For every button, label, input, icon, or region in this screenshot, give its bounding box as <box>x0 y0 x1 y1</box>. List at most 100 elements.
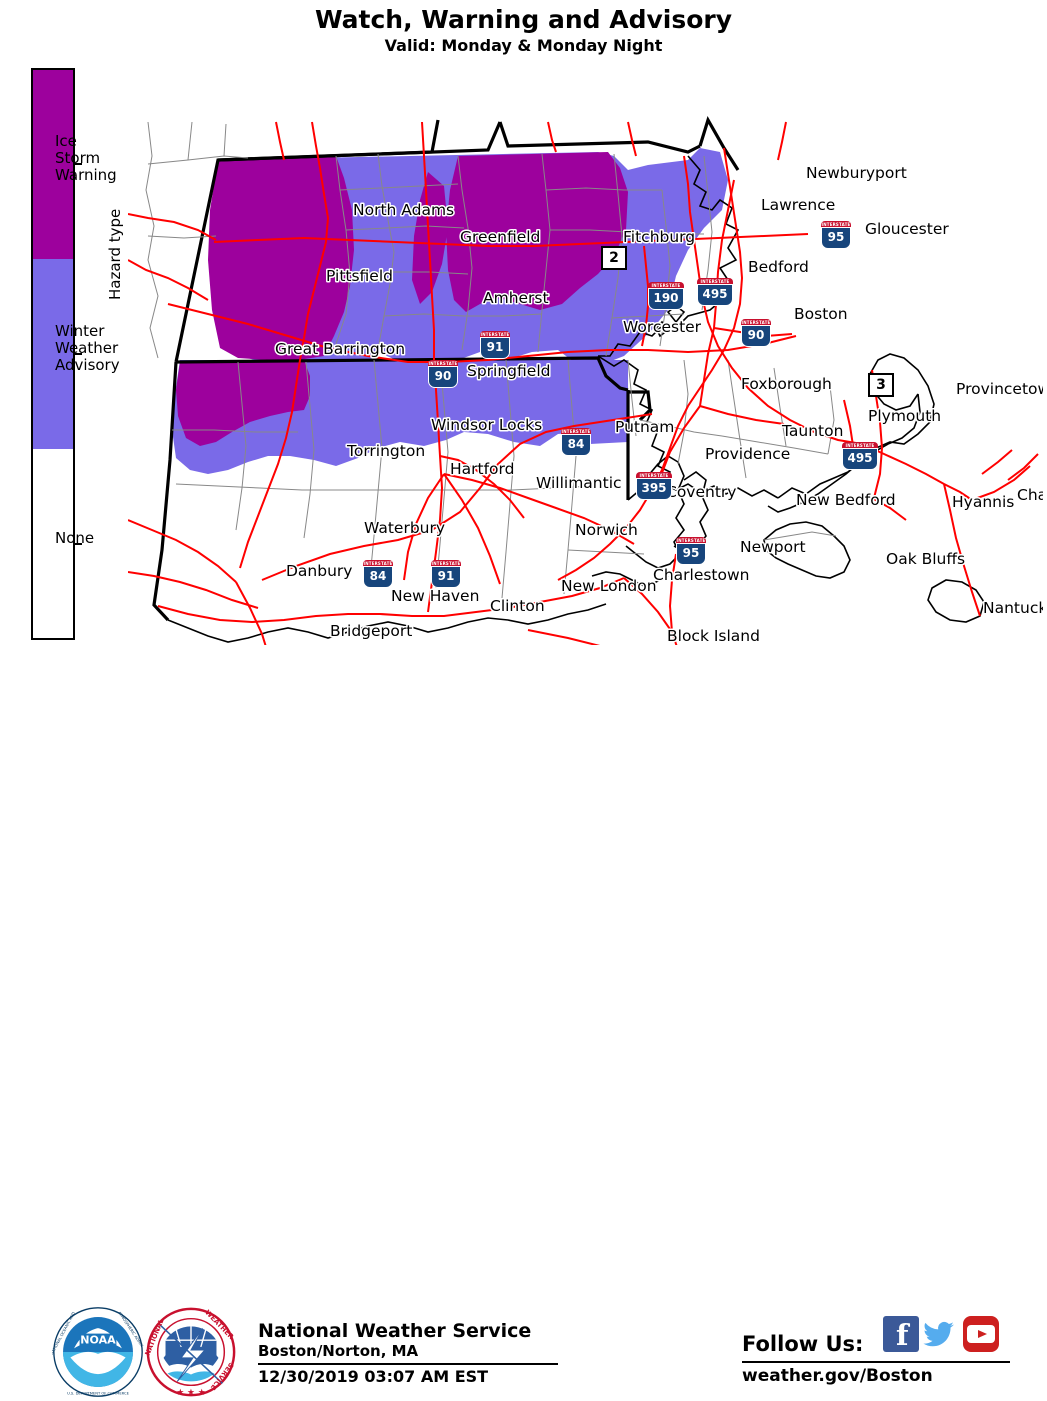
page-title: Watch, Warning and Advisory <box>314 5 733 34</box>
city-label: Pittsfield <box>326 267 393 285</box>
city-label: Boston <box>794 305 848 323</box>
shield-i495-south: INTERSTATE 495 <box>842 442 878 470</box>
city-label: Plymouth <box>868 407 941 425</box>
shield-route-2: 2 <box>601 246 627 270</box>
shield-banner: INTERSTATE <box>480 331 510 338</box>
city-label: Worcester <box>623 318 702 336</box>
shield-banner: INTERSTATE <box>561 428 591 435</box>
social-links: f <box>883 1316 1003 1356</box>
shield-i395: INTERSTATE 395 <box>636 472 672 500</box>
city-label: Gloucester <box>865 220 949 238</box>
weather-map-page: Watch, Warning and Advisory Valid: Monda… <box>0 5 1047 1399</box>
page-subtitle: Valid: Monday & Monday Night <box>384 36 663 55</box>
shield-banner: INTERSTATE <box>741 319 771 326</box>
svg-text:★ ★ ★: ★ ★ ★ <box>176 1388 205 1398</box>
city-label: Danbury <box>286 562 352 580</box>
svg-text:U.S. DEPARTMENT OF COMMERCE: U.S. DEPARTMENT OF COMMERCE <box>67 1391 130 1395</box>
city-label: Hyannis <box>952 493 1014 511</box>
shield-route-3: 3 <box>868 373 894 397</box>
youtube-icon[interactable] <box>963 1316 999 1352</box>
map-svg: North Adams Greenfield Fitchburg Newburypor… <box>128 115 1044 646</box>
facebook-glyph: f <box>896 1318 909 1352</box>
shield-banner: INTERSTATE <box>842 442 878 449</box>
city-label: Bedford <box>748 258 809 276</box>
website-url[interactable]: weather.gov/Boston <box>742 1366 933 1386</box>
city-label: Bridgeport <box>330 622 412 640</box>
shield-i91-north: INTERSTATE 91 <box>480 331 510 359</box>
city-label: Coventry <box>666 483 736 501</box>
shield-i90-east: INTERSTATE 90 <box>741 319 771 347</box>
shield-banner: INTERSTATE <box>431 560 461 567</box>
city-label: Fitchburg <box>623 228 695 246</box>
shield-i84-west: INTERSTATE 84 <box>363 560 393 588</box>
office-name: Boston/Norton, MA <box>258 1342 419 1360</box>
city-label: Putnam <box>615 418 674 436</box>
city-label: New Bedford <box>796 491 896 509</box>
legend-axis-label: Hazard type <box>106 208 124 300</box>
agency-name: National Weather Service <box>258 1320 532 1342</box>
follow-us-label: Follow Us: <box>742 1332 864 1356</box>
city-label: Taunton <box>781 422 843 440</box>
city-label: Amherst <box>483 289 549 307</box>
legend-swatch-winter-weather-advisory <box>33 259 73 449</box>
city-label: Windsor Locks <box>431 416 542 434</box>
city-label: North Adams <box>353 201 454 219</box>
shield-number: 495 <box>697 284 733 306</box>
city-label: Newburyport <box>806 164 907 182</box>
footer-divider <box>258 1363 558 1365</box>
shield-number: 190 <box>648 288 684 310</box>
shield-number: 95 <box>676 543 706 565</box>
shield-number: 395 <box>636 478 672 500</box>
hazard-map: North Adams Greenfield Fitchburg Newburypor… <box>128 60 1043 645</box>
city-label: Springfield <box>467 362 550 380</box>
city-label: Providence <box>705 445 790 463</box>
city-label: Willimantic <box>536 474 622 492</box>
title-block: Watch, Warning and Advisory Valid: Monda… <box>0 6 1047 56</box>
shield-number: 95 <box>821 227 851 249</box>
shield-banner: INTERSTATE <box>821 221 851 228</box>
shield-i190: INTERSTATE 190 <box>648 282 684 310</box>
hazard-legend-bar <box>31 68 75 640</box>
city-label: Foxborough <box>741 375 832 393</box>
legend-tick-2 <box>74 353 82 355</box>
issuance-timestamp: 12/30/2019 03:07 AM EST <box>258 1367 489 1386</box>
shield-i95-north: INTERSTATE 95 <box>821 221 851 249</box>
shield-i91-south: INTERSTATE 91 <box>431 560 461 588</box>
shield-number: 84 <box>561 434 591 456</box>
shield-number: 84 <box>363 566 393 588</box>
city-label: Norwich <box>575 521 638 539</box>
facebook-icon[interactable]: f <box>883 1316 919 1352</box>
legend-tick-3 <box>74 543 82 545</box>
shield-banner: INTERSTATE <box>648 282 684 289</box>
city-label: Greenfield <box>460 228 540 246</box>
city-label: Oak Bluffs <box>886 550 965 568</box>
city-label: Nantucket <box>983 599 1043 617</box>
city-label: New Haven <box>391 587 479 605</box>
shield-i84-east: INTERSTATE 84 <box>561 428 591 456</box>
city-label: Charlestown <box>653 566 750 584</box>
shield-i90-west: INTERSTATE 90 <box>428 360 458 388</box>
legend-swatch-none <box>33 448 73 638</box>
city-labels: North Adams Greenfield Fitchburg Newburypor… <box>274 163 1044 646</box>
shield-banner: INTERSTATE <box>428 360 458 367</box>
city-label: Block Island <box>667 627 760 645</box>
city-label: Clinton <box>490 597 545 615</box>
shield-number: 90 <box>428 366 458 388</box>
legend-label-ice-storm-warning: Ice Storm Warning <box>55 132 117 184</box>
county-borders <box>145 121 837 599</box>
noaa-logo: NOAA NATIONAL OCEANIC AND ATMOSPHERIC AD… <box>52 1307 144 1397</box>
legend-label-winter-weather-advisory: Winter Weather Advisory <box>55 322 120 374</box>
twitter-icon[interactable] <box>921 1316 957 1352</box>
shield-banner: INTERSTATE <box>676 537 706 544</box>
shield-number: 91 <box>480 337 510 359</box>
city-label: Provincetown <box>956 380 1043 398</box>
city-label: Torrington <box>346 442 425 460</box>
legend-tick-1 <box>74 163 82 165</box>
city-label: Hartford <box>450 460 514 478</box>
city-label: Chatham <box>1017 486 1043 504</box>
footer: NOAA NATIONAL OCEANIC AND ATMOSPHERIC AD… <box>0 648 1047 1398</box>
nws-logo: NATIONAL WEATHER SERVICE ★ ★ ★ <box>144 1305 238 1398</box>
hazard-area-ice-storm-warning <box>176 152 628 446</box>
shield-i95-south: INTERSTATE 95 <box>676 537 706 565</box>
shield-banner: INTERSTATE <box>636 472 672 479</box>
